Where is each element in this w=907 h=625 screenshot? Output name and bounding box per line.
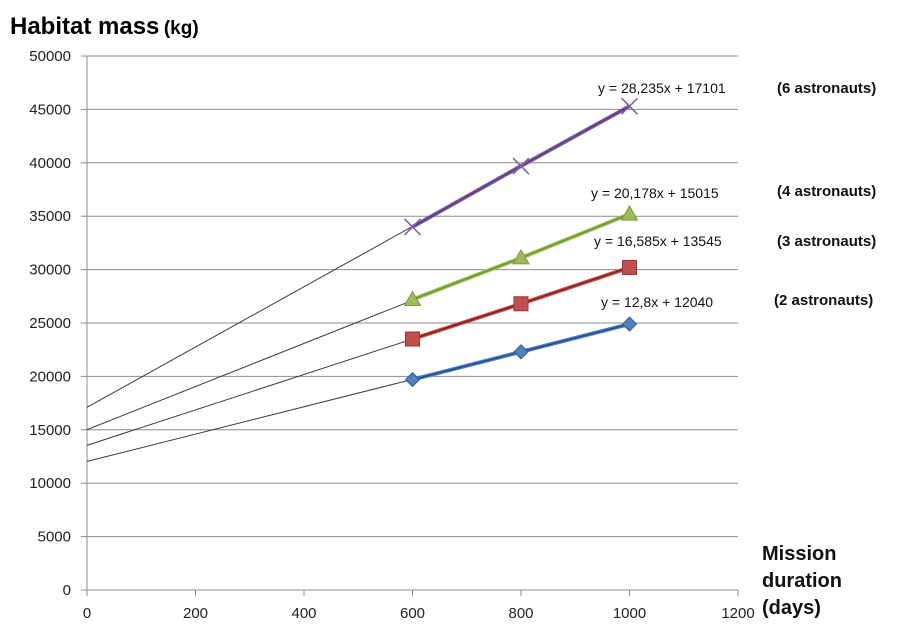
x-axis-title: Mission duration (days): [762, 543, 848, 619]
series-1-point-stroke: [620, 97, 639, 115]
series-4-point: [404, 371, 421, 388]
y-tick-label: 25000: [29, 315, 71, 332]
y-tick-label: 45000: [29, 101, 71, 118]
series-2-point: [620, 205, 639, 221]
data-markers: [403, 97, 639, 388]
y-tick-label: 15000: [29, 422, 71, 439]
series-2-equation-label: y = 20,178x + 15015: [591, 185, 719, 201]
series-4-equation-label: y = 12,8x + 12040: [601, 294, 713, 310]
y-tick-label: 20000: [29, 368, 71, 385]
series-2-name-label: (4 astronauts): [777, 183, 876, 200]
series-4-point: [621, 316, 638, 332]
series-4-name-label: (2 astronauts): [774, 292, 873, 309]
axes: [81, 55, 739, 596]
y-tick-labels: 0 5000 10000 15000 20000 25000 30000 35000 40000…: [29, 48, 71, 599]
series-3-point: [513, 296, 529, 312]
y-tick-label: 30000: [29, 262, 71, 279]
x-tick-label: 800: [508, 605, 533, 622]
series-1-point: [512, 157, 530, 175]
y-tick-label: 50000: [29, 48, 71, 65]
y-tick-label: 35000: [29, 208, 71, 225]
series-1-name-label: (6 astronauts): [777, 80, 876, 97]
x-tick-label: 400: [291, 605, 316, 622]
series-3-name-label: (3 astronauts): [777, 233, 876, 250]
y-tick-label: 0: [63, 582, 71, 599]
series-1-point-stroke: [512, 157, 530, 175]
y-tick-label: 10000: [29, 475, 71, 492]
y-axis-title-unit: (kg): [164, 18, 199, 39]
series-3-equation-label: y = 16,585x + 13545: [594, 233, 722, 249]
y-axis-title: Habitat mass (kg): [10, 13, 199, 40]
x-axis-title-line-3: (days): [762, 597, 821, 619]
series-2-point: [403, 290, 422, 307]
series-3-point: [622, 259, 637, 275]
series-2-point: [512, 248, 530, 265]
x-tick-label: 1200: [721, 605, 754, 622]
x-tick-label: 200: [183, 605, 208, 622]
gridlines: [87, 55, 738, 538]
series-1-equation-label: y = 28,235x + 17101: [598, 80, 726, 96]
trendlines: [86, 105, 630, 462]
series-1-point: [620, 97, 639, 115]
x-tick-label: 1000: [613, 605, 646, 622]
series-1-point-stroke: [403, 218, 422, 236]
y-axis-title-main: Habitat mass: [10, 13, 159, 40]
series-3-point: [405, 331, 420, 347]
x-axis-title-line-2: duration: [762, 570, 842, 592]
x-axis-title-line-1: Mission: [762, 543, 836, 565]
series-4-point: [513, 344, 529, 360]
series-1-point: [403, 218, 422, 236]
x-tick-label: 0: [83, 605, 91, 622]
x-tick-labels: 0 200 400 600 800 1000 1200: [83, 605, 755, 622]
y-tick-label: 5000: [38, 529, 71, 546]
y-tick-label: 40000: [29, 155, 71, 172]
annotations: y = 28,235x + 17101 (6 astronauts) y = 20,…: [591, 80, 876, 310]
x-tick-label: 600: [400, 605, 425, 622]
